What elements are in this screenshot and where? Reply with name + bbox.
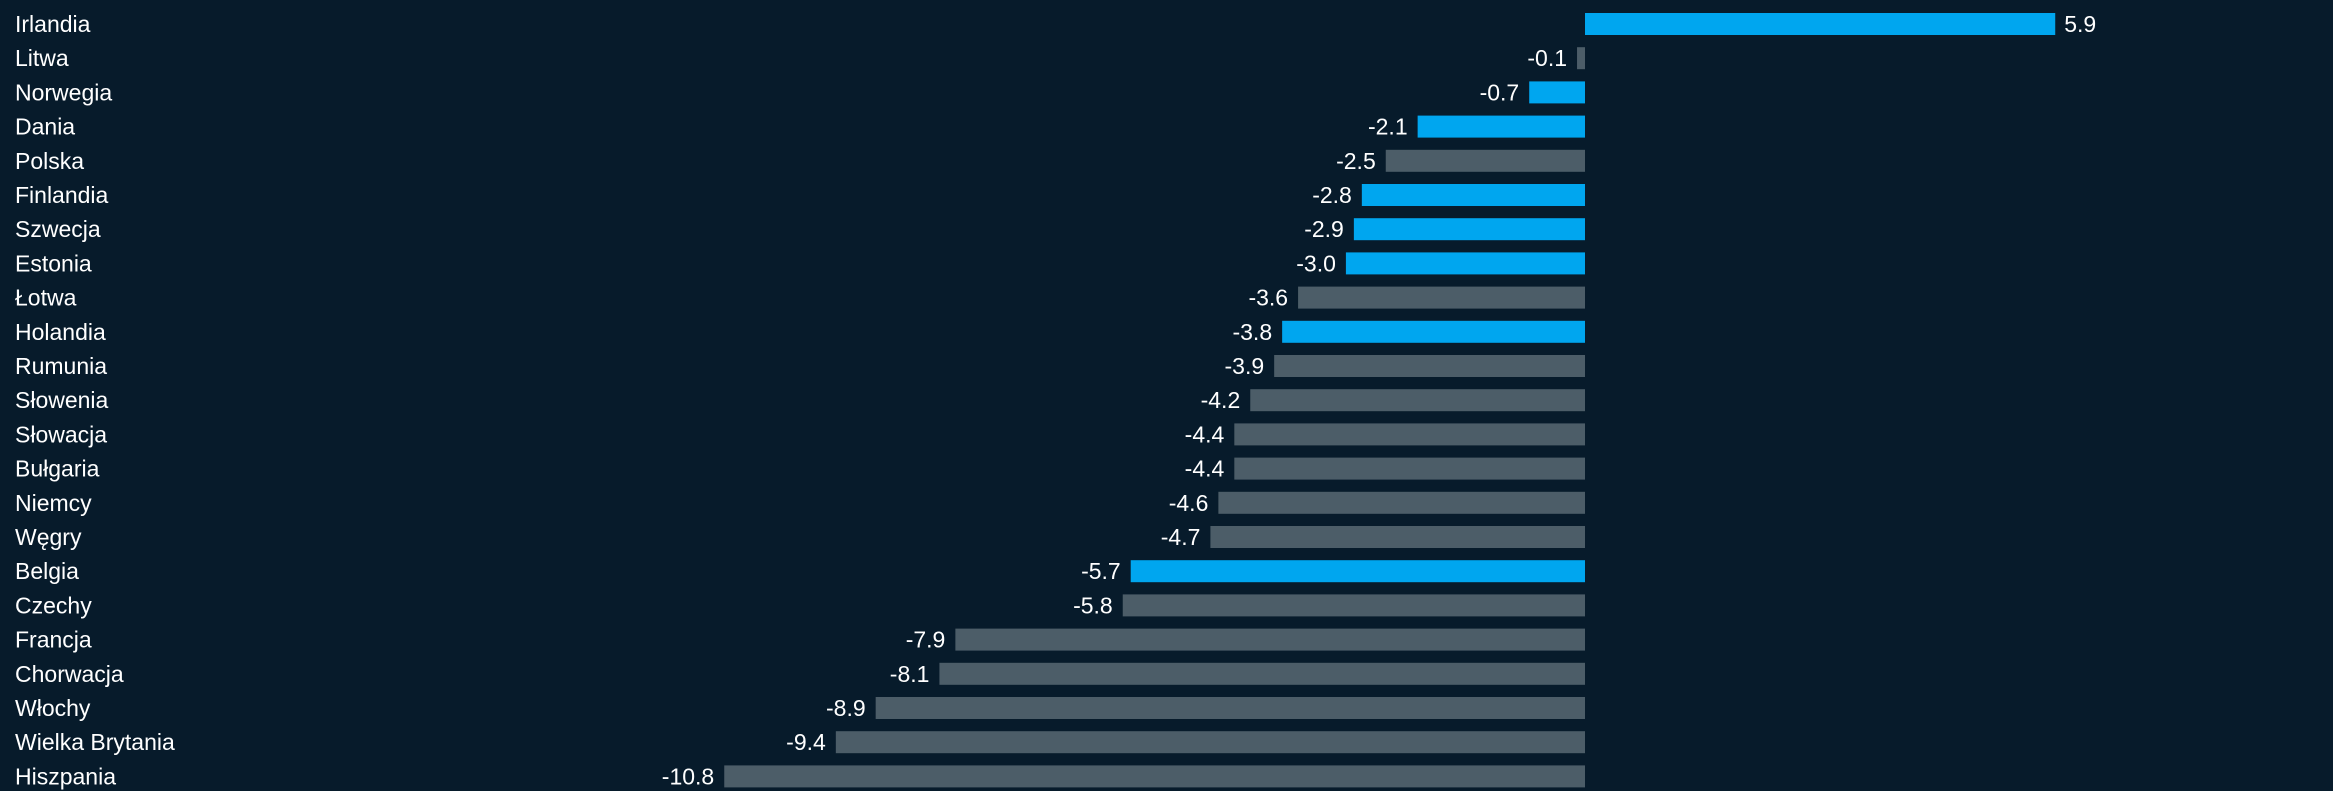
category-label: Dania <box>15 114 75 140</box>
category-label: Niemcy <box>15 490 92 516</box>
category-label: Bułgaria <box>15 456 100 482</box>
bar-row: Finlandia -2.8 <box>15 182 1585 208</box>
bar <box>1250 389 1585 412</box>
value-label: -0.1 <box>1527 45 1567 71</box>
bar <box>1585 13 2056 35</box>
category-label: Finlandia <box>15 182 109 208</box>
value-label: -3.8 <box>1232 319 1272 345</box>
category-label: Szwecja <box>15 216 101 242</box>
value-label: -7.9 <box>906 627 946 653</box>
category-label: Belgia <box>15 558 79 584</box>
bar-row: Włochy -8.9 <box>15 695 1585 721</box>
bar-row: Estonia -3.0 <box>15 250 1585 276</box>
category-label: Chorwacja <box>15 661 124 687</box>
bar <box>724 765 1585 788</box>
bar <box>1577 47 1585 70</box>
bar <box>1282 320 1585 343</box>
category-label: Hiszpania <box>15 763 116 789</box>
bar-row: Niemcy -4.6 <box>15 490 1585 516</box>
value-label: -3.6 <box>1248 285 1288 311</box>
value-label: -3.0 <box>1296 250 1336 276</box>
bar <box>1130 560 1585 583</box>
category-label: Wielka Brytania <box>15 729 175 755</box>
category-label: Czechy <box>15 592 92 618</box>
value-label: -9.4 <box>786 729 826 755</box>
bar-row: Bułgaria -4.4 <box>15 456 1585 482</box>
value-label: -5.8 <box>1073 592 1113 618</box>
bar <box>1234 423 1585 446</box>
category-label: Norwegia <box>15 79 112 105</box>
bar-row: Holandia -3.8 <box>15 319 1585 345</box>
bar-row: Rumunia -3.9 <box>15 353 1585 379</box>
bar-row: Norwegia -0.7 <box>15 79 1585 105</box>
category-label: Węgry <box>15 524 82 550</box>
bar-row: Polska -2.5 <box>15 148 1585 174</box>
category-label: Estonia <box>15 250 92 276</box>
bar-row: Belgia -5.7 <box>15 558 1585 584</box>
category-label: Słowenia <box>15 387 109 413</box>
bar <box>1353 218 1585 241</box>
value-label: -4.4 <box>1185 421 1225 447</box>
bar-row: Wielka Brytania -9.4 <box>15 729 1585 755</box>
bar-row: Hiszpania -10.8 <box>15 763 1585 789</box>
value-label: -2.9 <box>1304 216 1344 242</box>
bar-row: Litwa -0.1 <box>15 45 1585 71</box>
value-label: 5.9 <box>2064 11 2096 37</box>
bar-row: Łotwa -3.6 <box>15 285 1585 311</box>
bar <box>1361 184 1585 206</box>
value-label: -5.7 <box>1081 558 1121 584</box>
value-label: -8.9 <box>826 695 866 721</box>
bar-row: Szwecja -2.9 <box>15 216 1585 242</box>
value-label: -8.1 <box>890 661 930 687</box>
bar-row: Węgry -4.7 <box>15 524 1585 550</box>
bar-row: Dania -2.1 <box>15 114 1585 140</box>
bar <box>835 731 1585 754</box>
category-label: Litwa <box>15 45 69 71</box>
bar-row: Słowenia -4.2 <box>15 387 1585 413</box>
value-label: -4.6 <box>1169 490 1209 516</box>
bar <box>1218 491 1585 514</box>
value-label: -4.4 <box>1185 456 1225 482</box>
bar <box>1529 81 1585 104</box>
category-label: Irlandia <box>15 11 91 37</box>
value-label: -4.7 <box>1161 524 1201 550</box>
bar <box>1274 355 1585 377</box>
value-label: -4.2 <box>1201 387 1241 413</box>
bar <box>1345 252 1585 275</box>
value-label: -2.1 <box>1368 114 1408 140</box>
bar-row: Słowacja -4.4 <box>15 421 1585 447</box>
value-label: -2.8 <box>1312 182 1352 208</box>
value-label: -10.8 <box>662 763 714 789</box>
value-label: -0.7 <box>1480 79 1520 105</box>
bar <box>955 628 1585 651</box>
bar <box>1417 115 1585 138</box>
bar-row: Francja -7.9 <box>15 627 1585 653</box>
value-label: -3.9 <box>1225 353 1265 379</box>
bar <box>1385 149 1585 172</box>
bar-row: Chorwacja -8.1 <box>15 661 1585 687</box>
bar <box>1298 286 1585 309</box>
bar <box>1210 526 1585 548</box>
category-label: Francja <box>15 627 92 653</box>
category-label: Słowacja <box>15 421 107 447</box>
bar <box>875 697 1585 719</box>
bar <box>939 662 1585 685</box>
category-label: Łotwa <box>15 285 77 311</box>
bar <box>1234 457 1585 480</box>
bar-row: Irlandia 5.9 <box>15 11 2096 37</box>
category-label: Holandia <box>15 319 106 345</box>
category-label: Polska <box>15 148 84 174</box>
bar <box>1122 594 1585 617</box>
category-label: Włochy <box>15 695 91 721</box>
bar-row: Czechy -5.8 <box>15 592 1585 618</box>
value-label: -2.5 <box>1336 148 1376 174</box>
category-label: Rumunia <box>15 353 107 379</box>
